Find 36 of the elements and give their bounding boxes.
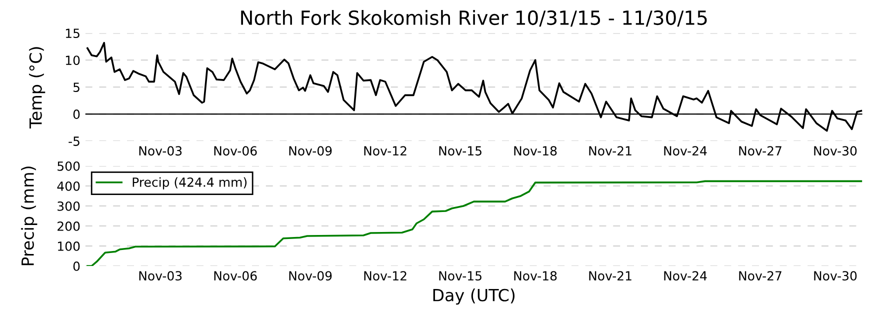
y-tick-label: 400 <box>57 181 80 191</box>
x-axis-title: Day (UTC) <box>433 288 515 305</box>
y-axis-title: Precip (mm) <box>21 166 38 266</box>
y-axis-title: Temp (°C) <box>29 47 46 128</box>
y-tick-label: 0 <box>73 110 80 119</box>
x-tick-label: Nov-21 <box>589 146 632 156</box>
y-tick-label: 500 <box>58 161 80 171</box>
y-tick-label: 200 <box>58 221 80 231</box>
x-tick-label: Nov-03 <box>139 146 182 156</box>
y-tick-label: 0 <box>73 261 80 271</box>
x-tick-label: Nov-12 <box>364 146 406 156</box>
x-tick-label: Nov-09 <box>289 146 332 156</box>
y-tick-label: -5 <box>68 136 80 146</box>
y-tick-label: 100 <box>58 241 80 251</box>
y-tick-label: 300 <box>58 201 80 211</box>
x-tick-label: Nov-27 <box>739 271 782 281</box>
legend-label: Precip (424.4 mm) <box>132 177 247 190</box>
y-tick-label: 15 <box>66 28 80 38</box>
x-tick-label: Nov-06 <box>214 146 257 156</box>
x-tick-label: Nov-15 <box>439 271 482 281</box>
x-tick-label: Nov-15 <box>439 146 482 156</box>
x-tick-label: Nov-09 <box>289 271 332 281</box>
x-tick-label: Nov-03 <box>139 271 182 281</box>
y-tick-label: 10 <box>66 56 80 66</box>
chart-title: North Fork Skokomish River 10/31/15 - 11/30/15 <box>241 10 707 27</box>
x-tick-label: Nov-18 <box>514 271 557 281</box>
x-tick-label: Nov-06 <box>214 271 257 281</box>
x-tick-label: Nov-30 <box>814 271 857 281</box>
x-tick-label: Nov-18 <box>514 146 557 156</box>
x-tick-label: Nov-21 <box>589 271 632 281</box>
x-tick-label: Nov-12 <box>364 271 406 281</box>
x-tick-label: Nov-30 <box>814 146 857 156</box>
x-tick-label: Nov-24 <box>664 271 707 281</box>
x-tick-label: Nov-27 <box>739 146 782 156</box>
y-tick-label: 5 <box>74 82 80 92</box>
x-tick-label: Nov-24 <box>664 146 707 156</box>
